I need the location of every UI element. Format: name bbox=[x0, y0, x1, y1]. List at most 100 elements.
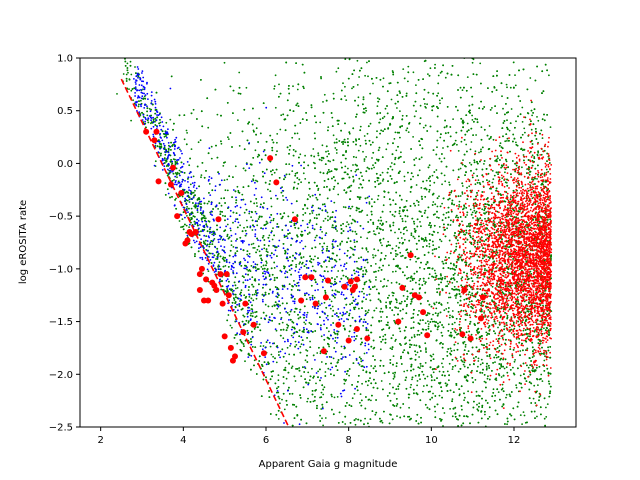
data-point bbox=[506, 86, 508, 89]
data-point bbox=[356, 84, 359, 86]
data-point bbox=[323, 93, 326, 96]
data-point bbox=[436, 216, 438, 219]
data-point bbox=[256, 224, 259, 227]
data-point bbox=[402, 295, 405, 297]
data-point bbox=[196, 211, 199, 214]
data-point bbox=[482, 180, 484, 183]
data-point bbox=[226, 178, 229, 181]
data-point bbox=[360, 236, 362, 239]
data-point bbox=[376, 130, 378, 133]
data-point bbox=[515, 143, 518, 146]
data-point bbox=[295, 263, 298, 266]
data-point bbox=[529, 77, 532, 79]
data-point bbox=[415, 110, 417, 113]
data-point bbox=[339, 242, 342, 245]
data-point bbox=[237, 119, 239, 121]
data-point bbox=[524, 131, 526, 134]
data-point bbox=[324, 417, 327, 419]
data-point bbox=[238, 145, 241, 147]
data-point bbox=[251, 308, 254, 311]
data-point bbox=[399, 330, 402, 333]
data-point bbox=[413, 309, 415, 311]
data-point bbox=[416, 248, 418, 251]
data-point bbox=[142, 88, 144, 91]
data-point bbox=[407, 65, 410, 68]
data-point bbox=[235, 287, 237, 290]
data-point bbox=[285, 377, 288, 380]
data-point bbox=[255, 315, 258, 318]
data-point bbox=[320, 77, 322, 80]
data-point bbox=[488, 125, 491, 127]
data-point bbox=[280, 316, 283, 319]
data-point bbox=[173, 179, 175, 181]
data-point bbox=[398, 383, 401, 386]
data-point bbox=[320, 361, 323, 363]
data-point bbox=[479, 62, 482, 65]
data-point bbox=[122, 73, 125, 75]
data-point bbox=[363, 160, 366, 162]
data-point bbox=[178, 220, 181, 222]
data-point bbox=[395, 338, 397, 341]
data-point bbox=[446, 227, 448, 230]
data-point bbox=[229, 324, 232, 327]
data-point bbox=[413, 344, 416, 346]
data-point bbox=[148, 108, 151, 110]
data-point bbox=[491, 170, 494, 172]
data-point bbox=[315, 214, 318, 216]
data-point bbox=[400, 151, 402, 154]
data-point bbox=[354, 306, 357, 309]
data-point bbox=[348, 312, 351, 315]
data-point bbox=[332, 92, 335, 95]
data-point bbox=[325, 150, 327, 153]
data-point bbox=[498, 349, 501, 352]
data-point bbox=[358, 363, 361, 366]
data-point bbox=[460, 140, 463, 143]
data-point bbox=[425, 314, 428, 317]
data-point bbox=[446, 280, 449, 283]
data-point bbox=[328, 330, 330, 333]
data-point bbox=[289, 345, 291, 347]
data-point bbox=[254, 149, 257, 152]
data-point bbox=[405, 305, 408, 308]
data-point bbox=[365, 109, 368, 112]
data-point bbox=[457, 301, 459, 304]
data-point bbox=[380, 316, 382, 318]
data-point bbox=[125, 77, 128, 80]
data-point bbox=[459, 86, 462, 89]
data-point bbox=[477, 409, 480, 412]
data-point bbox=[529, 181, 531, 184]
data-point bbox=[317, 370, 319, 373]
data-point bbox=[449, 408, 451, 410]
data-point bbox=[449, 224, 452, 226]
data-point bbox=[267, 244, 270, 247]
data-point bbox=[298, 263, 301, 265]
data-point bbox=[432, 371, 435, 374]
data-point bbox=[292, 188, 295, 190]
data-point bbox=[470, 141, 473, 143]
data-point bbox=[453, 285, 456, 288]
data-point bbox=[222, 258, 225, 261]
data-point bbox=[347, 207, 350, 210]
data-point bbox=[243, 294, 246, 297]
data-point bbox=[226, 235, 229, 238]
data-point bbox=[306, 226, 309, 229]
data-point bbox=[352, 164, 354, 166]
data-point bbox=[486, 334, 488, 336]
data-point bbox=[247, 321, 250, 324]
data-point bbox=[344, 165, 347, 168]
data-point bbox=[331, 245, 334, 247]
data-point bbox=[216, 113, 219, 116]
data-point bbox=[420, 365, 422, 367]
data-point bbox=[304, 359, 307, 362]
data-point bbox=[426, 103, 428, 106]
data-point bbox=[263, 247, 266, 250]
data-point bbox=[444, 132, 447, 135]
data-point bbox=[521, 166, 523, 169]
data-point bbox=[192, 191, 195, 194]
data-point bbox=[150, 122, 152, 125]
data-point bbox=[469, 189, 472, 192]
data-point bbox=[500, 166, 502, 169]
data-point bbox=[311, 265, 314, 268]
data-point bbox=[483, 240, 486, 243]
data-point bbox=[260, 317, 263, 320]
